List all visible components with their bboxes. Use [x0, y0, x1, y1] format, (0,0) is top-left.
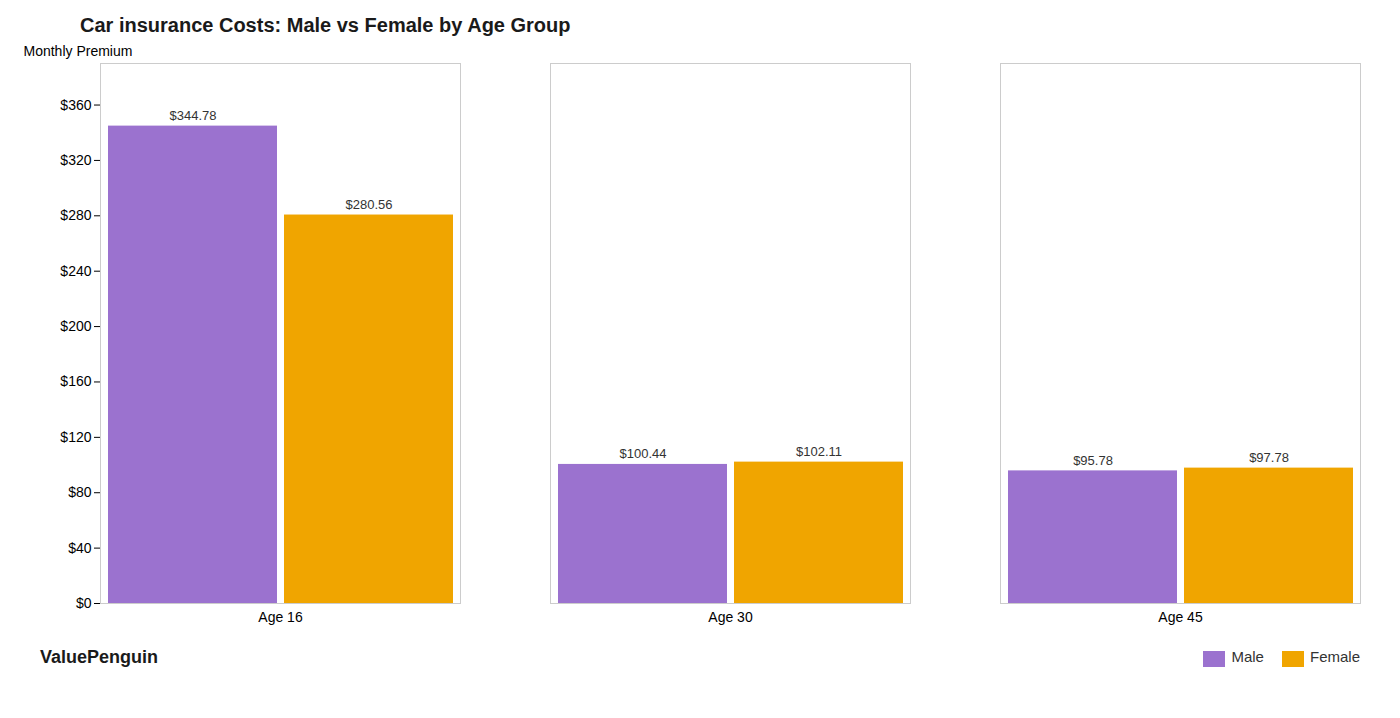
svg-text:$200: $200 — [60, 318, 91, 334]
svg-text:$280.56: $280.56 — [346, 197, 393, 212]
svg-text:$120: $120 — [60, 429, 91, 445]
svg-text:$0: $0 — [76, 595, 92, 611]
svg-text:Monthly Premium: Monthly Premium — [24, 43, 133, 59]
html-text:Female: Female — [1310, 648, 1360, 666]
html-text:ValuePenguin: ValuePenguin — [40, 647, 158, 667]
svg-text:$102.11: $102.11 — [796, 444, 842, 459]
svg-text:$280: $280 — [60, 207, 91, 223]
svg-text:$40: $40 — [68, 540, 92, 556]
svg-text:Age 16: Age 16 — [258, 609, 303, 625]
svg-text:$240: $240 — [60, 263, 91, 279]
svg-text:$97.78: $97.78 — [1249, 450, 1289, 465]
svg-text:$95.78: $95.78 — [1073, 453, 1113, 468]
html-text:Male: Male — [1231, 648, 1264, 666]
svg-text:$100.44: $100.44 — [620, 446, 667, 461]
svg-text:$80: $80 — [68, 484, 92, 500]
svg-text:$360: $360 — [60, 97, 91, 113]
svg-text:$344.78: $344.78 — [170, 108, 217, 123]
svg-text:$320: $320 — [60, 152, 91, 168]
svg-text:Age 30: Age 30 — [708, 609, 753, 625]
svg-text:$160: $160 — [60, 373, 91, 389]
html-text:Car insurance Costs: Male vs F: Car insurance Costs: Male vs Female by A… — [80, 14, 571, 36]
svg-text:Age 45: Age 45 — [1158, 609, 1203, 625]
